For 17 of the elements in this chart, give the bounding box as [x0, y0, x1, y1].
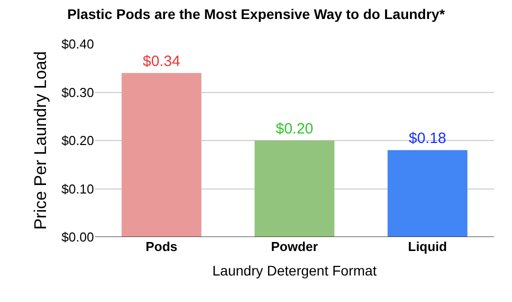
data-label: $0.20: [276, 120, 314, 138]
y-axis-title: Price Per Laundry Load: [31, 51, 50, 230]
bar: [122, 72, 202, 237]
bar: [254, 140, 334, 237]
x-axis-title: Laundry Detergent Format: [212, 262, 377, 278]
x-tick-label: Pods: [146, 239, 178, 254]
y-tick-label: $0.20: [61, 133, 94, 148]
y-tick-label: $0.10: [61, 181, 94, 196]
chart-title: Plastic Pods are the Most Expensive Way to do Laundry*: [67, 6, 446, 22]
y-tick-label: $0.40: [61, 36, 94, 52]
data-label: $0.34: [142, 52, 180, 70]
y-tick-label: $0.00: [61, 230, 94, 245]
y-tick-label: $0.30: [61, 84, 94, 100]
x-tick-label: Liquid: [408, 239, 448, 254]
data-label: $0.18: [408, 130, 446, 148]
x-tick-label: Powder: [271, 239, 318, 254]
bar: [388, 150, 468, 237]
